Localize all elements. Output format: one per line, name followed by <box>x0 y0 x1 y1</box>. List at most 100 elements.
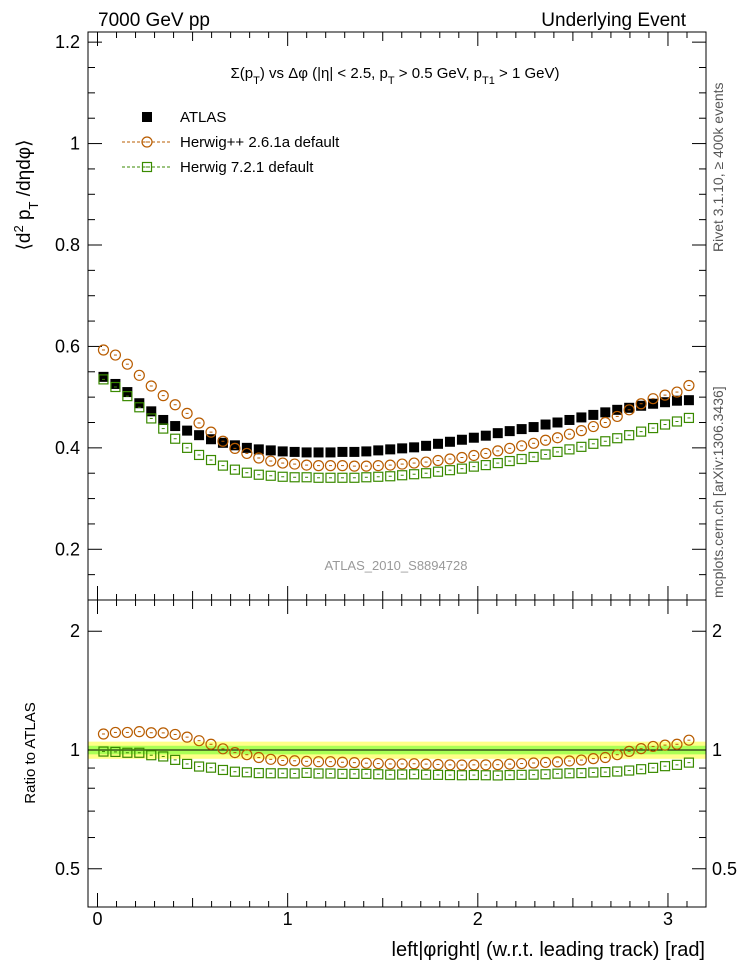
ratio-point <box>587 753 599 765</box>
data-point <box>635 398 647 410</box>
ratio-point <box>158 751 169 762</box>
ratio-point <box>480 770 491 781</box>
y-tick-label: 0.6 <box>55 336 80 356</box>
legend-label: ATLAS <box>180 109 226 126</box>
data-point <box>432 466 444 477</box>
data-point <box>241 467 252 478</box>
data-point <box>456 434 467 445</box>
ratio-point <box>528 757 540 769</box>
data-point <box>671 386 683 398</box>
data-point <box>229 464 241 475</box>
data-point <box>134 402 145 413</box>
ratio-point <box>289 768 300 779</box>
x-axis-label: left|φright| (w.r.t. leading track) [rad… <box>392 939 705 961</box>
data-point <box>206 434 217 445</box>
data-point <box>683 412 695 424</box>
data-point <box>456 463 468 474</box>
data-point <box>205 426 217 438</box>
data-point <box>397 470 408 481</box>
data-point <box>157 390 169 402</box>
ratio-point <box>217 743 229 755</box>
data-point <box>265 445 276 456</box>
data-point <box>277 457 289 469</box>
data-point <box>528 422 539 433</box>
legend-marker <box>141 161 153 173</box>
data-point <box>361 472 372 483</box>
ratio-point <box>301 767 312 778</box>
ratio-point <box>635 743 647 755</box>
data-point <box>480 460 491 471</box>
data-point <box>324 460 337 472</box>
ratio-point <box>360 757 372 769</box>
header-left: 7000 GeV pp <box>98 10 210 31</box>
data-point <box>181 407 193 419</box>
ratio-y-tick-label: 2 <box>70 621 80 641</box>
data-point <box>109 349 122 361</box>
ratio-point <box>683 734 695 746</box>
ratio-y-tick-label-right: 0.5 <box>712 859 737 879</box>
ratio-point <box>277 768 288 779</box>
ratio-point <box>432 758 444 771</box>
data-point <box>217 460 229 471</box>
ratio-point <box>492 770 503 781</box>
ratio-point <box>325 768 336 779</box>
ratio-point <box>337 768 348 779</box>
ratio-point <box>170 754 181 765</box>
data-point <box>253 444 264 455</box>
ratio-point <box>540 769 551 780</box>
ratio-point <box>516 757 528 770</box>
x-tick-label: 0 <box>92 909 102 929</box>
ratio-point <box>373 769 384 780</box>
data-point <box>193 449 205 461</box>
data-point <box>516 453 527 465</box>
ratio-point <box>324 756 337 768</box>
ratio-point <box>217 764 229 776</box>
data-point <box>611 410 623 423</box>
ratio-point <box>98 746 109 757</box>
data-point <box>229 440 240 451</box>
ratio-y-axis-label: Ratio to ATLAS <box>22 702 39 803</box>
ratio-point <box>289 755 301 767</box>
data-point <box>110 378 121 389</box>
data-point <box>563 428 576 440</box>
legend-label: Herwig++ 2.6.1a default <box>180 134 340 151</box>
ratio-series-0 <box>97 726 695 771</box>
data-point <box>121 358 133 370</box>
ratio-point <box>313 768 324 779</box>
ratio-point <box>312 756 325 768</box>
data-point <box>504 426 515 437</box>
ratio-point <box>563 755 576 767</box>
ratio-point <box>169 728 181 741</box>
data-point <box>624 430 635 441</box>
header-right: Underlying Event <box>541 10 686 31</box>
data-point <box>575 425 587 437</box>
ratio-point <box>539 756 552 769</box>
data-point <box>325 447 336 458</box>
data-point <box>612 404 623 415</box>
data-point <box>564 414 575 425</box>
ratio-point <box>528 769 539 780</box>
y-tick-label: 0.2 <box>55 539 80 559</box>
ratio-point <box>301 755 313 767</box>
y-tick-label: 1.2 <box>55 32 80 52</box>
ratio-point <box>193 761 205 772</box>
data-point <box>683 379 695 392</box>
data-point <box>588 438 599 449</box>
ratio-point <box>133 726 145 738</box>
x-tick-label: 1 <box>283 909 293 929</box>
ratio-point <box>121 726 133 739</box>
ratio-point <box>456 759 468 771</box>
data-point <box>516 440 528 452</box>
data-point <box>265 455 277 467</box>
ratio-point <box>110 746 121 757</box>
ratio-point <box>182 758 193 770</box>
series-1 <box>97 344 695 472</box>
ratio-point <box>432 769 444 780</box>
ratio-series-group <box>97 726 695 781</box>
data-point <box>492 428 503 439</box>
ratio-point <box>683 757 695 768</box>
data-point <box>444 453 456 465</box>
data-point <box>241 447 253 460</box>
ratio-point <box>253 767 264 779</box>
ratio-panel: 0.5 0.5 1 1 2 2 0 1 2 3 Ratio to ATLAS left|φrig… <box>22 599 737 961</box>
